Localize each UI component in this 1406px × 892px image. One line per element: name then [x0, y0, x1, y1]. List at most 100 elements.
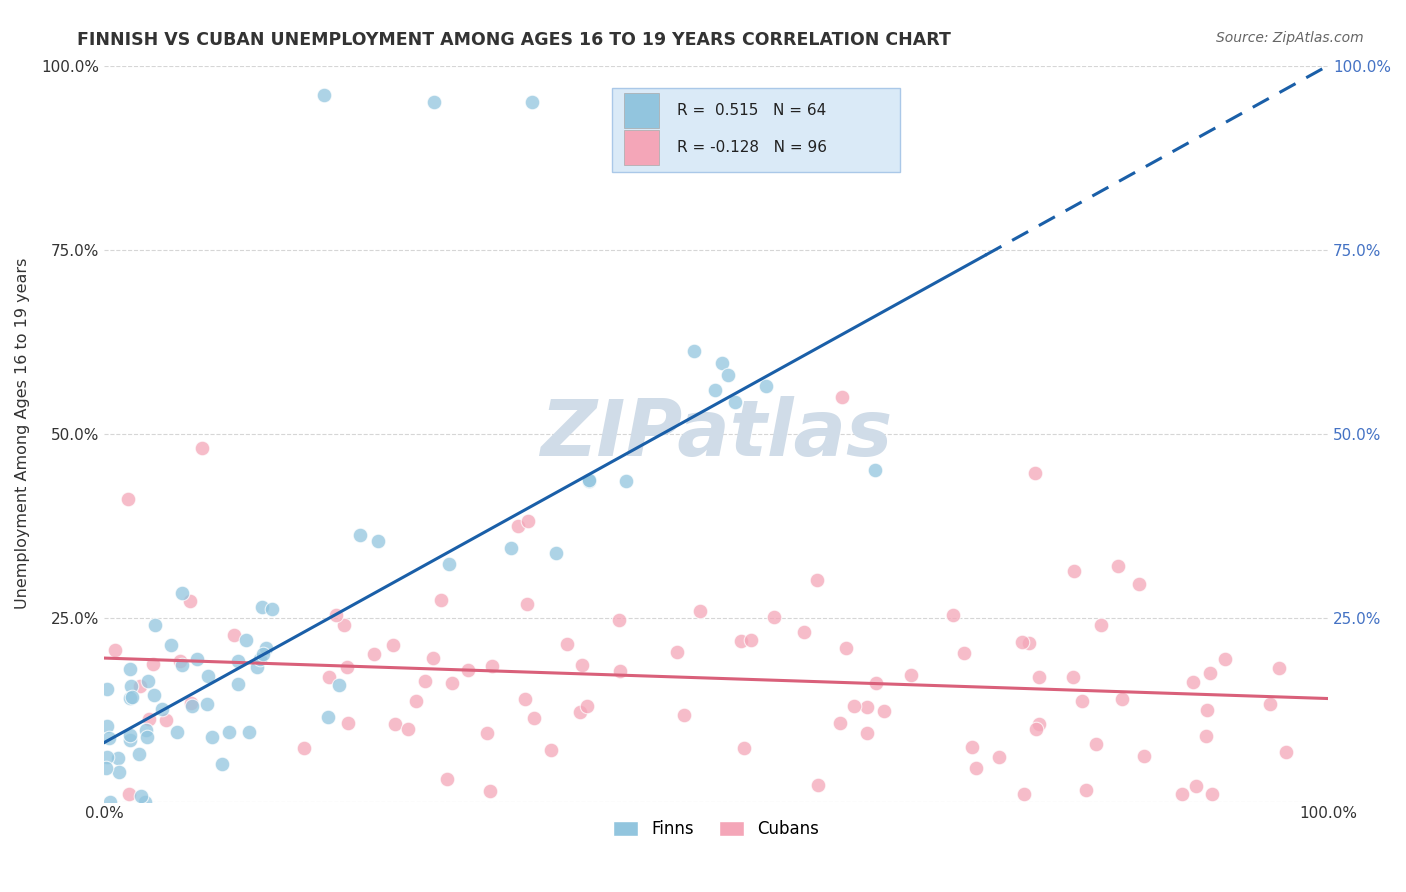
Point [578, 475, 600, 489]
Point [614, 474, 637, 488]
Point [316, 709, 339, 723]
Point [160, 638, 183, 652]
Point [711, 356, 734, 370]
Point [117, 491, 139, 506]
Point [1198, 666, 1220, 681]
Text: R =  0.515   N = 64: R = 0.515 N = 64 [676, 103, 827, 118]
Point [517, 514, 540, 528]
Point [506, 519, 529, 533]
Point [1267, 661, 1289, 675]
Legend: Finns, Cubans: Finns, Cubans [606, 814, 825, 845]
Point [1133, 748, 1156, 763]
Point [793, 624, 815, 639]
Point [953, 646, 976, 660]
Point [120, 662, 142, 676]
Point [683, 343, 706, 358]
Point [1024, 466, 1046, 480]
Point [1028, 716, 1050, 731]
Point [960, 740, 983, 755]
Point [842, 698, 865, 713]
Point [436, 772, 458, 787]
Point [120, 732, 142, 747]
Point [170, 586, 193, 600]
Point [763, 610, 786, 624]
Point [382, 638, 405, 652]
Point [863, 463, 886, 477]
Point [673, 708, 696, 723]
Point [516, 597, 538, 611]
Point [1090, 617, 1112, 632]
Point [260, 602, 283, 616]
Point [169, 654, 191, 668]
Point [96, 750, 118, 764]
Point [457, 663, 479, 677]
Point [179, 594, 201, 608]
Point [900, 667, 922, 681]
Point [104, 643, 127, 657]
Point [136, 674, 159, 689]
Point [405, 694, 427, 708]
Point [235, 632, 257, 647]
Point [1018, 635, 1040, 649]
Point [246, 660, 269, 674]
Point [724, 395, 747, 409]
Text: FINNISH VS CUBAN UNEMPLOYMENT AMONG AGES 16 TO 19 YEARS CORRELATION CHART: FINNISH VS CUBAN UNEMPLOYMENT AMONG AGES… [77, 31, 952, 49]
Point [138, 712, 160, 726]
Point [1084, 737, 1107, 751]
Point [546, 546, 568, 560]
Point [1213, 652, 1236, 666]
Point [135, 723, 157, 737]
Point [363, 647, 385, 661]
FancyBboxPatch shape [612, 87, 900, 172]
Point [1184, 779, 1206, 793]
Point [117, 787, 139, 801]
Point [170, 657, 193, 672]
Text: Source: ZipAtlas.com: Source: ZipAtlas.com [1216, 31, 1364, 45]
Point [97, 731, 120, 745]
Point [423, 95, 446, 110]
Point [96, 681, 118, 696]
Point [142, 657, 165, 671]
Point [128, 747, 150, 761]
Point [522, 95, 544, 110]
Point [1111, 691, 1133, 706]
Point [1107, 559, 1129, 574]
Point [575, 699, 598, 714]
Point [349, 527, 371, 541]
Point [222, 628, 245, 642]
Point [609, 664, 631, 678]
Point [197, 697, 219, 711]
Point [855, 700, 877, 714]
Point [155, 714, 177, 728]
Point [569, 705, 592, 719]
Point [96, 761, 118, 775]
Point [1195, 729, 1218, 743]
Point [666, 645, 689, 659]
Point [831, 390, 853, 404]
Point [755, 379, 778, 393]
Point [730, 633, 752, 648]
Point [1028, 670, 1050, 684]
Point [121, 690, 143, 704]
Point [129, 680, 152, 694]
Point [578, 473, 600, 487]
Point [180, 696, 202, 710]
Point [413, 673, 436, 688]
Point [440, 676, 463, 690]
Point [1063, 564, 1085, 578]
Point [479, 784, 502, 798]
Point [129, 789, 152, 804]
Point [254, 641, 277, 656]
Point [396, 722, 419, 736]
Point [143, 617, 166, 632]
Point [180, 698, 202, 713]
Point [865, 676, 887, 690]
Point [134, 795, 156, 809]
Y-axis label: Unemployment Among Ages 16 to 19 years: Unemployment Among Ages 16 to 19 years [15, 258, 30, 609]
Point [873, 704, 896, 718]
Point [1076, 783, 1098, 797]
Point [294, 740, 316, 755]
Point [367, 533, 389, 548]
Point [704, 383, 727, 397]
Point [437, 557, 460, 571]
